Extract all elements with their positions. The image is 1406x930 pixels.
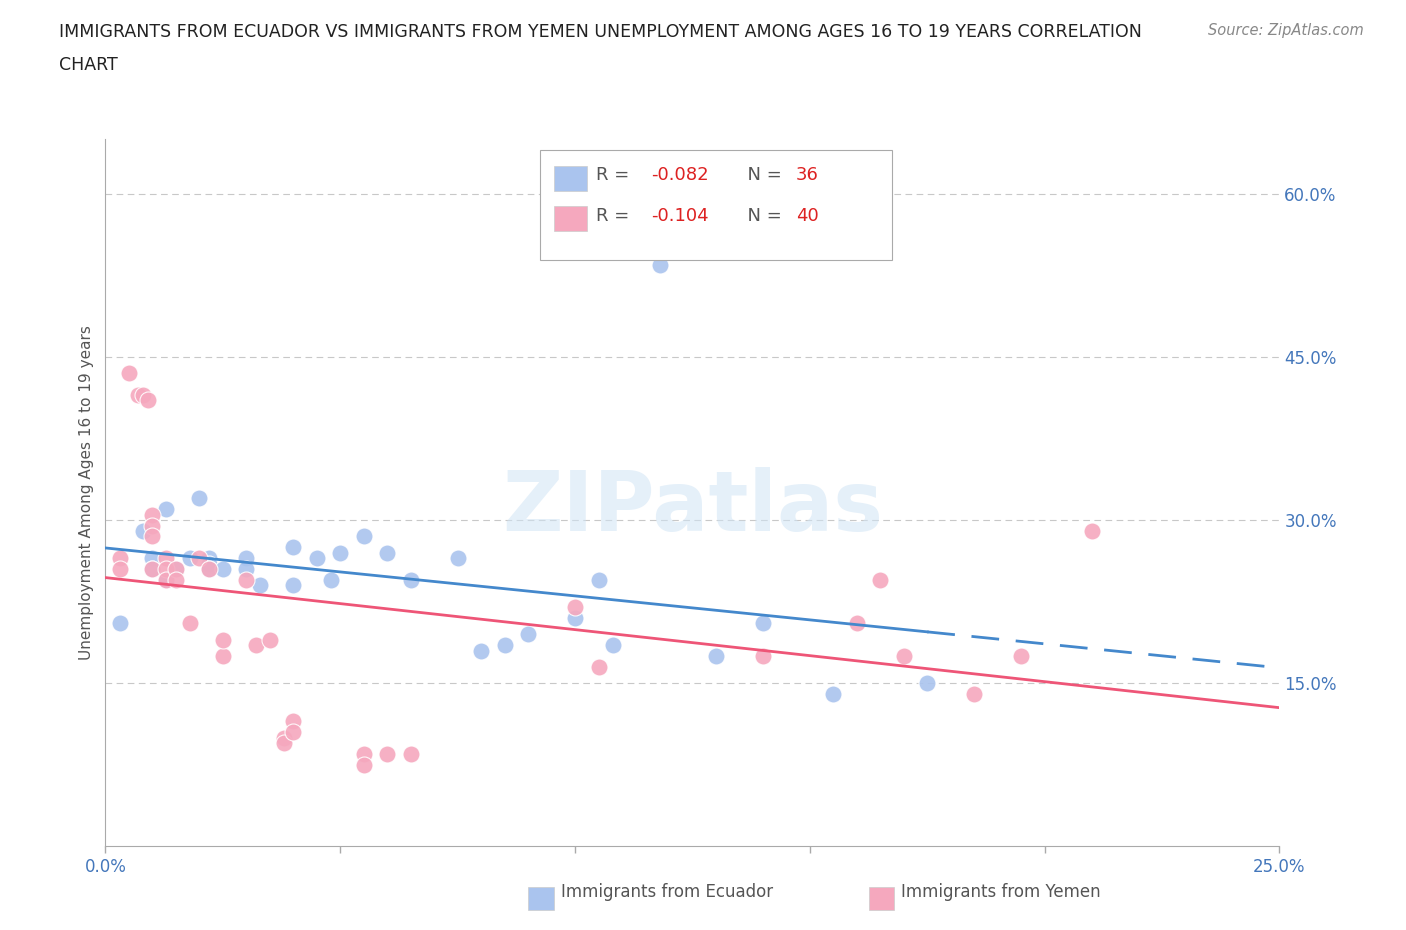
Point bbox=[329, 545, 352, 560]
Point bbox=[188, 491, 211, 506]
Point bbox=[211, 632, 233, 647]
Point bbox=[197, 556, 219, 571]
Point bbox=[141, 529, 163, 544]
FancyBboxPatch shape bbox=[869, 887, 894, 910]
Point bbox=[517, 627, 540, 642]
Point bbox=[118, 365, 141, 380]
Point bbox=[273, 730, 295, 745]
Point bbox=[108, 616, 131, 631]
Text: Immigrants from Yemen: Immigrants from Yemen bbox=[901, 884, 1101, 901]
Point bbox=[375, 747, 398, 762]
Text: N =: N = bbox=[735, 206, 787, 225]
Point bbox=[211, 648, 233, 663]
Point bbox=[375, 545, 398, 560]
Point bbox=[141, 507, 163, 522]
Point bbox=[136, 393, 159, 408]
Point bbox=[155, 551, 177, 565]
Point bbox=[588, 659, 610, 674]
Point bbox=[273, 736, 295, 751]
Point bbox=[915, 676, 938, 691]
Text: -0.104: -0.104 bbox=[651, 206, 709, 225]
Point bbox=[235, 562, 257, 577]
FancyBboxPatch shape bbox=[529, 887, 554, 910]
Point bbox=[353, 747, 375, 762]
Point bbox=[564, 600, 586, 615]
Point bbox=[197, 562, 219, 577]
Point bbox=[141, 562, 163, 577]
Point bbox=[470, 644, 492, 658]
Point bbox=[752, 616, 775, 631]
Point bbox=[1080, 524, 1102, 538]
Point bbox=[446, 551, 468, 565]
Point bbox=[305, 551, 328, 565]
Point bbox=[141, 518, 163, 533]
Point bbox=[823, 686, 845, 701]
Point bbox=[1010, 648, 1032, 663]
Point bbox=[165, 573, 187, 588]
Text: Source: ZipAtlas.com: Source: ZipAtlas.com bbox=[1208, 23, 1364, 38]
Point bbox=[564, 610, 586, 625]
Point bbox=[165, 562, 187, 577]
Text: 36: 36 bbox=[796, 166, 818, 184]
Point bbox=[155, 573, 177, 588]
Point bbox=[197, 562, 219, 577]
Point bbox=[893, 648, 915, 663]
Point bbox=[648, 257, 671, 272]
Point bbox=[235, 573, 257, 588]
Point bbox=[165, 562, 187, 577]
Point bbox=[963, 686, 986, 701]
Text: ZIPatlas: ZIPatlas bbox=[502, 467, 883, 548]
Point bbox=[602, 638, 624, 653]
Point bbox=[155, 502, 177, 517]
Point bbox=[235, 551, 257, 565]
FancyBboxPatch shape bbox=[554, 206, 586, 232]
Text: 40: 40 bbox=[796, 206, 818, 225]
Point bbox=[845, 616, 868, 631]
Point bbox=[155, 562, 177, 577]
Point bbox=[155, 573, 177, 588]
Point bbox=[108, 562, 131, 577]
Point bbox=[399, 573, 422, 588]
Point bbox=[752, 648, 775, 663]
Text: R =: R = bbox=[596, 166, 636, 184]
Point bbox=[141, 551, 163, 565]
Point bbox=[399, 747, 422, 762]
FancyBboxPatch shape bbox=[540, 150, 891, 259]
Point bbox=[245, 638, 267, 653]
Text: CHART: CHART bbox=[59, 56, 118, 73]
Point bbox=[211, 562, 233, 577]
Point bbox=[588, 573, 610, 588]
Point bbox=[127, 388, 149, 403]
Point bbox=[132, 388, 155, 403]
Point bbox=[188, 551, 211, 565]
Text: -0.082: -0.082 bbox=[651, 166, 709, 184]
Point bbox=[869, 573, 891, 588]
Text: R =: R = bbox=[596, 206, 636, 225]
Point bbox=[704, 648, 727, 663]
Point bbox=[283, 724, 305, 739]
FancyBboxPatch shape bbox=[554, 166, 586, 191]
Point bbox=[108, 551, 131, 565]
Point bbox=[179, 616, 201, 631]
Y-axis label: Unemployment Among Ages 16 to 19 years: Unemployment Among Ages 16 to 19 years bbox=[79, 326, 94, 660]
Text: N =: N = bbox=[735, 166, 787, 184]
Point bbox=[283, 578, 305, 592]
Text: Immigrants from Ecuador: Immigrants from Ecuador bbox=[561, 884, 773, 901]
Text: IMMIGRANTS FROM ECUADOR VS IMMIGRANTS FROM YEMEN UNEMPLOYMENT AMONG AGES 16 TO 1: IMMIGRANTS FROM ECUADOR VS IMMIGRANTS FR… bbox=[59, 23, 1142, 41]
Point bbox=[132, 524, 155, 538]
Point bbox=[179, 551, 201, 565]
Point bbox=[283, 539, 305, 554]
Point bbox=[353, 529, 375, 544]
Point bbox=[494, 638, 516, 653]
Point bbox=[353, 757, 375, 772]
Point bbox=[141, 562, 163, 577]
Point bbox=[197, 551, 219, 565]
Point bbox=[249, 578, 271, 592]
Point bbox=[283, 714, 305, 729]
Point bbox=[259, 632, 281, 647]
Point bbox=[319, 573, 342, 588]
